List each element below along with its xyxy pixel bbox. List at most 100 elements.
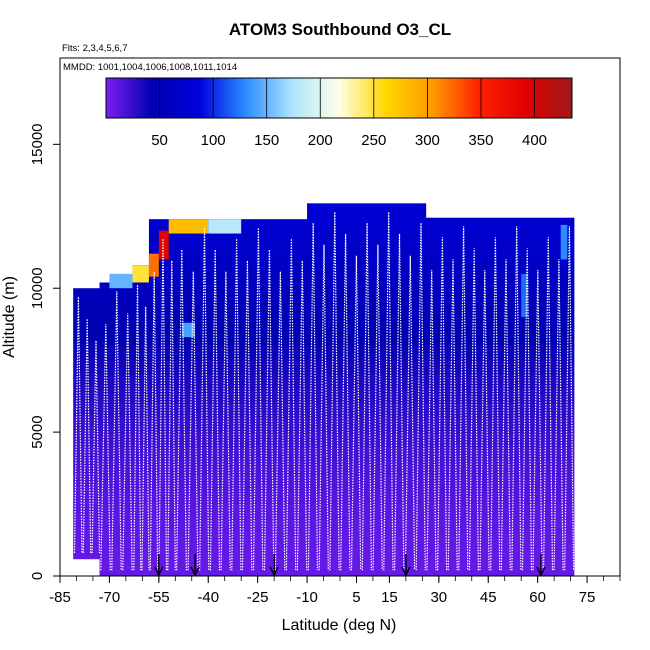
x-tick-label: 45 <box>480 589 497 606</box>
heatmap-cell <box>521 331 575 347</box>
flight-profile <box>133 284 150 571</box>
heatmap-cell <box>132 561 150 576</box>
flight-start-arrowhead <box>190 566 200 577</box>
colorbar-tick-label: 400 <box>522 132 547 149</box>
colorbar-ticks: 50 100 150 200 250 300 350 400 <box>151 78 547 149</box>
heatmap-cell <box>148 417 176 433</box>
heatmap-cell <box>425 245 522 260</box>
heatmap-cell <box>241 360 308 376</box>
x-axis: -85 -70 -55 -40 -25 -10 5 15 30 45 60 75 <box>49 576 621 606</box>
heatmap-cell <box>175 230 199 246</box>
heatmap-cell <box>198 331 242 347</box>
heatmap-cell <box>132 265 149 283</box>
heatmap-cell <box>99 446 133 462</box>
heatmap-cell <box>425 547 522 563</box>
heatmap-cell <box>73 299 101 315</box>
heatmap-cell <box>425 446 522 462</box>
heatmap-cell <box>99 547 133 563</box>
heatmap-cell <box>521 360 575 376</box>
heatmap-cell <box>521 317 575 332</box>
heatmap-cell <box>132 432 150 447</box>
heatmap-cell <box>148 360 176 376</box>
colorbar-tick-label: 200 <box>308 132 333 149</box>
x-tick-label: 75 <box>579 589 596 606</box>
x-tick-label: -25 <box>247 589 269 606</box>
heatmap-cell <box>99 532 133 548</box>
heatmap-cell <box>148 475 176 491</box>
heatmap-cell <box>521 403 575 419</box>
heatmap-cell <box>148 532 176 548</box>
flight-profile <box>100 291 133 571</box>
heatmap-cell <box>425 288 522 304</box>
heatmap-cell <box>241 532 308 548</box>
heatmap-cell <box>73 458 101 473</box>
heatmap-cell <box>307 317 427 332</box>
heatmap-cell <box>521 273 528 317</box>
heatmap-cell <box>158 230 169 260</box>
heatmap-cell <box>425 532 522 548</box>
heatmap-cell <box>175 518 199 534</box>
heatmap-cell <box>198 288 242 304</box>
heatmap-cell <box>241 345 308 361</box>
heatmap-cell <box>175 446 199 462</box>
heatmap-cell <box>175 273 199 289</box>
heatmap-cell <box>73 429 101 445</box>
heatmap-cell <box>307 360 427 376</box>
heatmap-cell <box>132 302 150 318</box>
x-tick-label: -70 <box>99 589 121 606</box>
heatmap-cell <box>307 403 427 419</box>
heatmap-cell <box>73 515 101 531</box>
x-tick-label: 60 <box>529 589 546 606</box>
heatmap-cell <box>175 432 199 447</box>
heatmap-cell <box>521 489 575 505</box>
heatmap-cell <box>208 219 242 234</box>
heatmap-cell <box>175 245 199 260</box>
heatmap-cell <box>241 518 308 534</box>
heatmap-cell <box>73 501 101 517</box>
heatmap-cell <box>307 460 427 476</box>
heatmap-cell <box>241 245 308 260</box>
heatmap-cell <box>73 443 101 459</box>
heatmap-cell <box>425 360 522 376</box>
heatmap-cell <box>99 460 133 476</box>
heatmap-cell <box>425 345 522 361</box>
flight-profile <box>426 226 522 571</box>
heatmap-cell <box>175 302 199 318</box>
heatmap-cell <box>307 245 427 260</box>
x-tick-label: -85 <box>49 589 71 606</box>
heatmap-cell <box>148 253 159 277</box>
heatmap-cell <box>521 288 575 304</box>
heatmap-cell <box>241 317 308 332</box>
heatmap-cell <box>73 486 101 502</box>
heatmap-cell <box>307 432 427 447</box>
heatmap-cell <box>99 288 133 304</box>
heatmap-cell <box>132 460 150 476</box>
heatmap-cell <box>425 489 522 505</box>
heatmap-cell <box>99 518 133 534</box>
y-tick-label: 0 <box>29 572 46 580</box>
heatmap-cell <box>198 230 242 246</box>
heatmap-cell <box>198 245 242 260</box>
heatmap-cell <box>307 446 427 462</box>
flight-start-arrowhead <box>536 566 546 577</box>
heatmap-cell <box>307 504 427 519</box>
flight-profile <box>149 238 176 571</box>
heatmap-cell <box>241 288 308 304</box>
colorbar-tick-label: 100 <box>201 132 226 149</box>
heatmap-cell <box>307 532 427 548</box>
heatmap-cell <box>73 414 101 430</box>
heatmap-cell <box>73 314 101 330</box>
chart-title: ATOM3 Southbound O3_CL <box>229 20 451 39</box>
heatmap-cell <box>198 547 242 563</box>
heatmap-cell <box>132 403 150 419</box>
heatmap-cell <box>307 561 427 576</box>
flight-start-markers <box>154 554 546 577</box>
heatmap-cell <box>198 273 242 289</box>
y-tick-label: 5000 <box>29 415 46 448</box>
heatmap-cell <box>132 504 150 519</box>
heatmap-cell <box>241 460 308 476</box>
heatmap-cell <box>168 219 209 234</box>
heatmap-cell <box>307 288 427 304</box>
colorbar-tick-label: 300 <box>415 132 440 149</box>
